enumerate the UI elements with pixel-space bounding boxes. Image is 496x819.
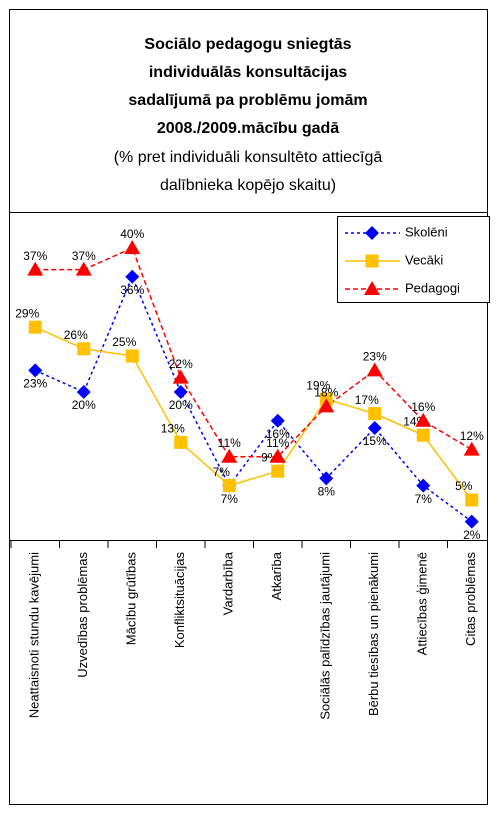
x-tick-label: Citas problēmas bbox=[463, 552, 478, 646]
marker bbox=[463, 441, 480, 456]
data-label: 20% bbox=[169, 398, 193, 412]
data-label: 2% bbox=[463, 528, 481, 542]
data-label: 19% bbox=[306, 378, 330, 392]
data-label: 5% bbox=[455, 479, 473, 493]
data-label: 16% bbox=[266, 427, 290, 441]
marker bbox=[318, 398, 335, 413]
data-label: 11% bbox=[266, 436, 289, 450]
plot-area bbox=[9, 212, 488, 541]
data-label: 37% bbox=[72, 249, 96, 263]
marker bbox=[77, 342, 91, 356]
marker bbox=[368, 407, 382, 421]
marker bbox=[271, 464, 285, 478]
data-label: 37% bbox=[23, 249, 47, 263]
marker bbox=[172, 369, 189, 384]
legend-marker bbox=[364, 281, 380, 295]
marker bbox=[222, 479, 236, 493]
x-tick-label: Vardarbība bbox=[221, 551, 236, 615]
chart-title: sadalījumā pa problēmu jomām bbox=[128, 92, 367, 109]
marker bbox=[75, 261, 92, 276]
legend bbox=[337, 216, 490, 303]
marker bbox=[28, 363, 43, 378]
data-label: 8% bbox=[318, 485, 336, 499]
marker bbox=[76, 385, 91, 399]
marker bbox=[269, 448, 286, 463]
marker bbox=[125, 269, 140, 284]
data-label: 7% bbox=[213, 465, 231, 479]
chart-subtitle: dalībnieka kopējo skaitu) bbox=[160, 177, 336, 194]
data-label: 40% bbox=[120, 227, 144, 241]
x-tick-label: Uzvedības problēmas bbox=[75, 552, 90, 678]
legend-marker bbox=[365, 226, 379, 240]
x-tick-label: Mācību grūtības bbox=[124, 552, 139, 646]
marker bbox=[464, 514, 479, 529]
data-label: 15% bbox=[363, 434, 387, 448]
marker bbox=[270, 413, 285, 428]
series-line bbox=[34, 274, 473, 523]
data-label: 26% bbox=[64, 328, 88, 342]
data-label: 23% bbox=[363, 350, 387, 364]
marker bbox=[465, 493, 479, 507]
data-label: 13% bbox=[161, 422, 185, 436]
chart-subtitle: (% pret individuāli konsultēto attiecīgā bbox=[114, 149, 383, 166]
series-line bbox=[35, 246, 473, 458]
legend-label: Pedagogi bbox=[405, 280, 460, 295]
marker bbox=[124, 240, 141, 254]
chart-title: 2008./2009.mācību gadā bbox=[157, 120, 339, 137]
x-tick-label: Konfliktsituācijas bbox=[172, 552, 187, 649]
x-tick-label: Neattaisnoti stundu kavējumi bbox=[27, 552, 42, 718]
x-tick-label: Atkarība bbox=[269, 551, 284, 600]
data-label: 11% bbox=[218, 436, 241, 450]
data-label: 7% bbox=[221, 492, 239, 506]
data-label: 25% bbox=[112, 335, 136, 349]
data-label: 16% bbox=[411, 400, 435, 414]
data-label: 29% bbox=[15, 306, 39, 320]
marker bbox=[416, 428, 430, 442]
x-tick-label: Sociālās palīdzības jautājumi bbox=[318, 552, 333, 720]
x-tick-label: Attiecības ģimenē bbox=[415, 552, 430, 655]
marker bbox=[28, 320, 42, 334]
marker bbox=[367, 421, 382, 435]
chart-title: individuālās konsultācijas bbox=[149, 64, 347, 81]
legend-label: Skolēni bbox=[405, 224, 448, 239]
data-label: 20% bbox=[72, 398, 96, 412]
marker bbox=[125, 349, 139, 363]
data-label: 17% bbox=[355, 393, 379, 407]
marker bbox=[416, 478, 431, 493]
marker bbox=[415, 412, 432, 427]
marker bbox=[174, 435, 188, 449]
marker bbox=[27, 261, 44, 276]
x-tick-label: Bērbu tiesības un pienākumi bbox=[366, 552, 381, 716]
data-label: 22% bbox=[169, 357, 193, 371]
series-line bbox=[34, 326, 473, 501]
data-label: 18% bbox=[314, 386, 338, 400]
marker bbox=[366, 362, 383, 377]
legend-marker bbox=[365, 254, 379, 268]
marker bbox=[173, 385, 188, 399]
marker bbox=[221, 448, 238, 463]
legend-label: Vecāki bbox=[405, 252, 443, 267]
data-label: 36% bbox=[120, 283, 144, 297]
chart-title: Sociālo pedagogu sniegtās bbox=[144, 36, 351, 53]
chart-border bbox=[9, 9, 488, 805]
data-label: 7% bbox=[415, 492, 433, 506]
data-label: 12% bbox=[460, 429, 484, 443]
data-label: 23% bbox=[23, 377, 47, 391]
marker bbox=[319, 471, 334, 486]
